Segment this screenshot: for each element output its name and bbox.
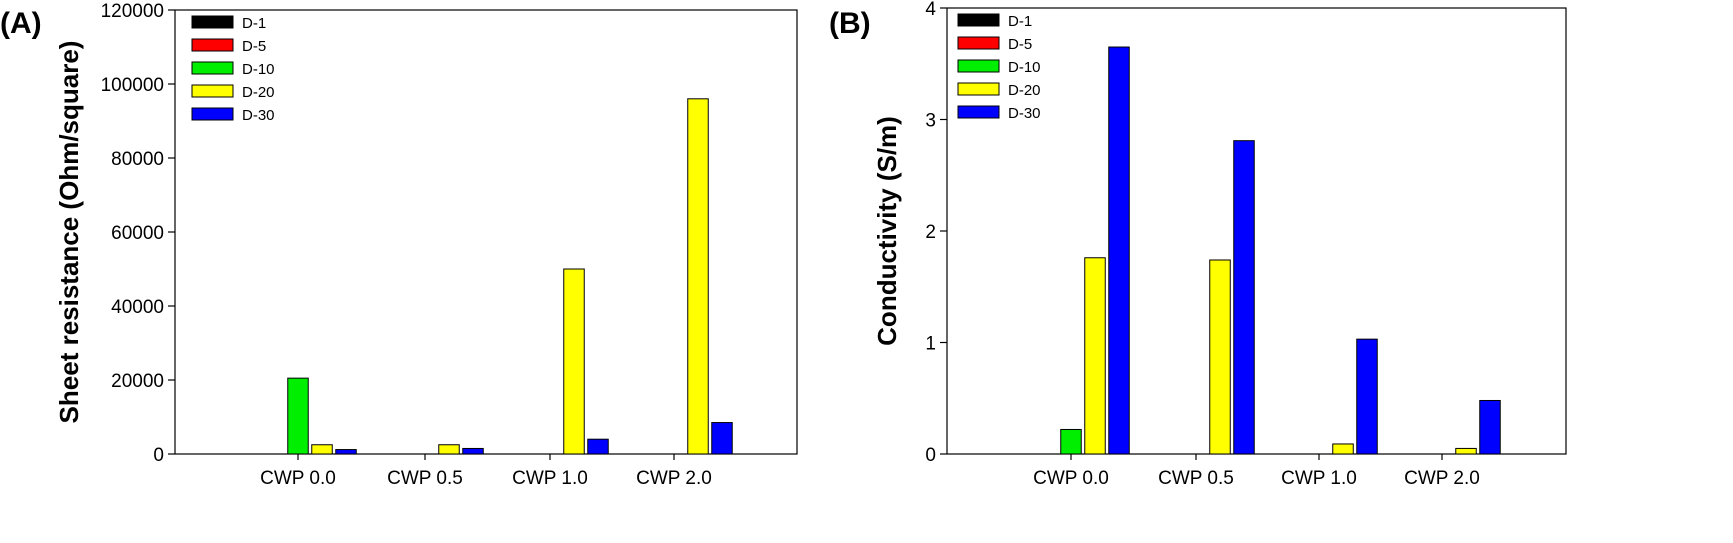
legend-swatch (191, 61, 234, 75)
legend-entry: D-1 (1008, 13, 1032, 30)
x-tick-label: CWP 0.5 (1158, 468, 1234, 489)
legend-swatch (191, 107, 234, 121)
x-tick-label: CWP 1.0 (1281, 468, 1357, 489)
chart-panel-2: 0 1 2 3 4 CWP 0.0 CWP 0.5 CWP 1.0 CWP 2.0 Conduct… (829, 0, 1567, 489)
bar (438, 444, 460, 455)
legend-swatch (191, 15, 234, 29)
bar (311, 444, 333, 455)
bar (1479, 399, 1501, 455)
bar (335, 449, 357, 455)
legend-swatch (957, 36, 1000, 50)
legend-swatch (957, 13, 1000, 27)
legend-swatch (957, 59, 1000, 73)
legend-swatch (191, 84, 234, 98)
legend-swatch (191, 38, 234, 52)
y-tick-label: 120000 (101, 1, 164, 22)
x-tick-label: CWP 0.0 (1033, 468, 1109, 489)
legend-swatch (957, 82, 1000, 96)
legend: D-1 D-5 D-10 D-20 D-30 (957, 13, 1041, 122)
y-tick-label: 0 (925, 445, 936, 466)
panel-label: (B) (829, 7, 871, 40)
y-tick-label: 100000 (101, 75, 164, 96)
y-tick-label: 1 (925, 334, 936, 355)
legend-entry: D-1 (242, 15, 266, 32)
legend-entry: D-5 (1008, 36, 1032, 53)
legend-entry: D-20 (242, 84, 275, 101)
y-axis-label: Sheet resistance (Ohm/square) (54, 41, 84, 424)
bar (1233, 140, 1255, 455)
bar (1356, 338, 1378, 455)
bar (687, 98, 709, 455)
x-tick-label: CWP 2.0 (1404, 468, 1480, 489)
bar (1332, 443, 1354, 455)
x-tick-label: CWP 0.0 (260, 468, 336, 489)
y-tick-label: 0 (153, 445, 164, 466)
y-axis-label: Conductivity (S/m) (872, 116, 902, 346)
legend-swatch (957, 105, 1000, 119)
panel-label: (A) (0, 7, 42, 40)
y-tick-label: 2 (925, 222, 936, 243)
legend-entry: D-10 (1008, 59, 1041, 76)
bar (1209, 259, 1231, 455)
bar (1108, 46, 1130, 455)
bar (462, 447, 484, 455)
bar (1060, 428, 1082, 455)
bar (711, 422, 733, 455)
bar (1455, 447, 1477, 455)
y-tick-label: 20000 (111, 371, 164, 392)
chart-panel-1: 0 20000 40000 60000 80000 100000 120000 CWP 0.0… (0, 1, 798, 489)
bar (563, 268, 585, 455)
legend-entry: D-5 (242, 38, 266, 55)
legend-entry: D-30 (1008, 105, 1041, 122)
bar (287, 377, 309, 455)
y-tick-label: 80000 (111, 149, 164, 170)
legend-entry: D-10 (242, 61, 275, 78)
y-tick-label: 4 (925, 0, 936, 20)
y-tick-label: 40000 (111, 297, 164, 318)
legend-entry: D-20 (1008, 82, 1041, 99)
legend-entry: D-30 (242, 107, 275, 124)
y-tick-label: 60000 (111, 223, 164, 244)
legend: D-1 D-5 D-10 D-20 D-30 (191, 15, 275, 124)
bar (587, 438, 609, 455)
x-tick-label: CWP 2.0 (636, 468, 712, 489)
x-tick-label: CWP 1.0 (512, 468, 588, 489)
x-tick-label: CWP 0.5 (387, 468, 463, 489)
y-tick-label: 3 (925, 111, 936, 132)
bar (1084, 257, 1106, 455)
